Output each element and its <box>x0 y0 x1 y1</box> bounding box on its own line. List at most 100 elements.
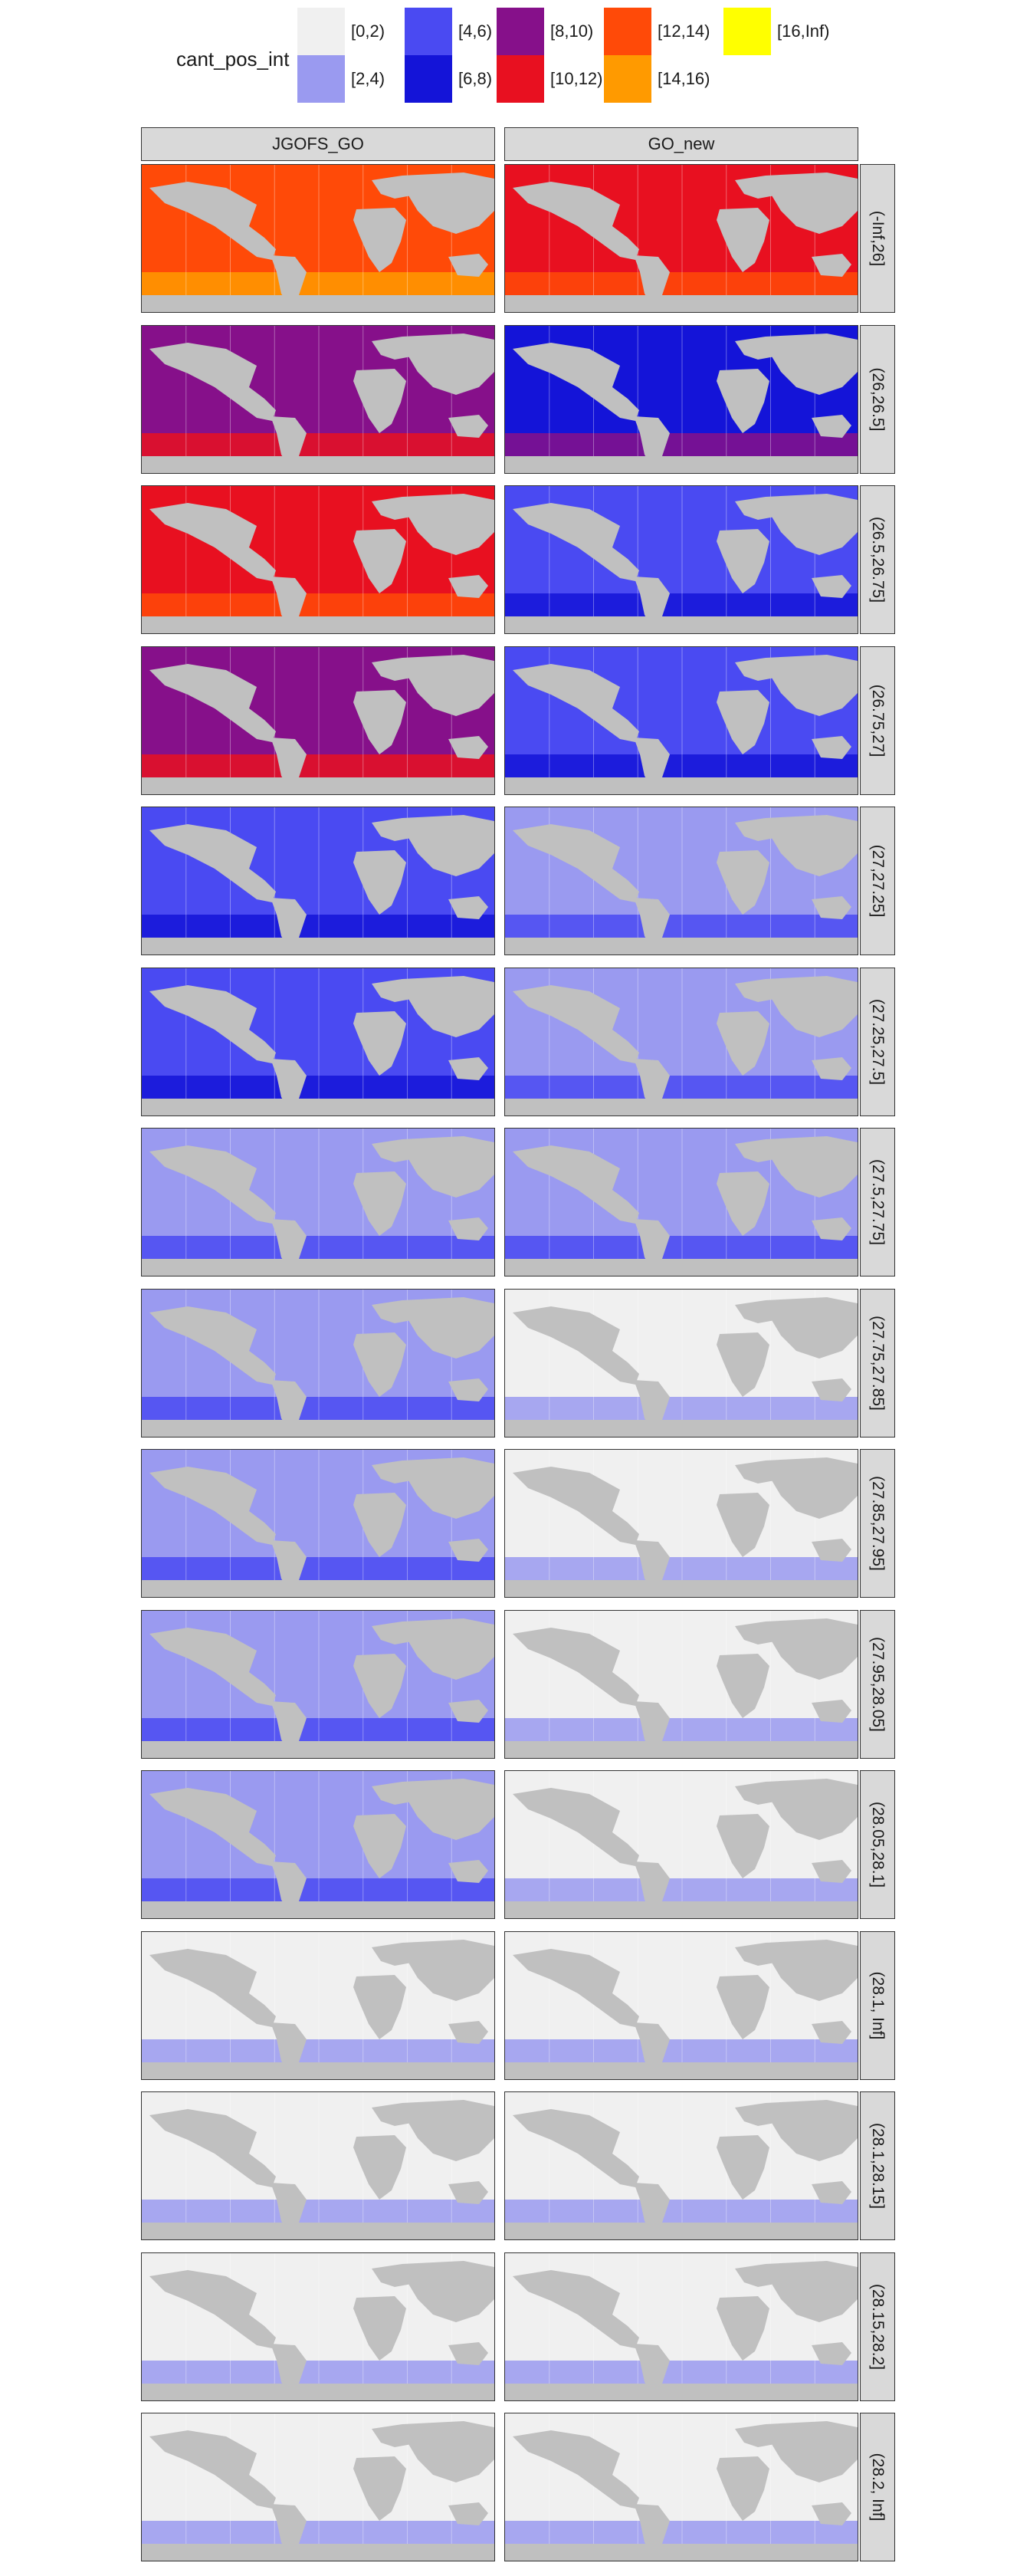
landmass <box>717 1332 769 1397</box>
southern-ocean-band <box>142 432 494 456</box>
landmass <box>505 1901 858 1918</box>
row-strip-label: (27.85,27.95] <box>869 1476 887 1571</box>
column-strip: GO_new <box>504 127 858 161</box>
landmass <box>513 2430 639 2509</box>
landmass <box>812 2020 851 2044</box>
row-strip-label: (26,26.5] <box>869 367 887 431</box>
landmass <box>812 1860 851 1883</box>
southern-ocean-band <box>142 2521 494 2544</box>
row-strip: (27.95,28.05] <box>860 1609 895 1759</box>
landmass <box>717 1493 769 1557</box>
landmass <box>149 1306 276 1385</box>
landmass <box>402 1136 494 1198</box>
southern-ocean-band <box>505 2200 858 2223</box>
landmass <box>812 575 851 598</box>
landmass <box>271 1540 307 1591</box>
ocean-map <box>505 165 858 312</box>
landmass <box>634 1219 670 1270</box>
southern-ocean-band <box>142 1878 494 1901</box>
landmass <box>634 1379 670 1431</box>
landmass <box>402 1939 494 2001</box>
legend-swatch <box>497 55 544 103</box>
southern-ocean-band <box>505 2521 858 2544</box>
landmass <box>448 1217 488 1240</box>
landmass <box>149 1627 276 1706</box>
landmass <box>149 824 276 902</box>
landmass <box>812 1699 851 1723</box>
legend-label: [2,4) <box>351 69 385 88</box>
landmass <box>402 2260 494 2322</box>
southern-ocean-band <box>505 754 858 777</box>
landmass <box>766 1296 858 1359</box>
landmass <box>766 1136 858 1198</box>
landmass <box>448 2341 488 2365</box>
landmass <box>149 1788 276 1866</box>
landmass <box>271 255 307 306</box>
landmass <box>717 1653 769 1718</box>
southern-ocean-band <box>505 915 858 938</box>
legend-label: [8,10) <box>550 21 594 41</box>
map-panel <box>141 485 495 634</box>
landmass <box>505 616 858 633</box>
ocean-map <box>505 1289 858 1437</box>
landmass <box>142 2223 494 2239</box>
landmass <box>812 1539 851 1562</box>
row-strip: (28.15,28.2] <box>860 2252 895 2401</box>
map-panel <box>504 1930 858 2080</box>
landmass <box>634 2504 670 2555</box>
map-panel <box>504 1128 858 1276</box>
landmass <box>271 577 307 627</box>
landmass <box>717 2456 769 2521</box>
landmass <box>717 2135 769 2200</box>
landmass <box>513 663 639 742</box>
landmass <box>448 1056 488 1080</box>
landmass <box>448 1378 488 1401</box>
landmass <box>149 1948 276 2027</box>
row-strip-label: (28.2, Inf] <box>869 2453 887 2522</box>
landmass <box>149 1145 276 1224</box>
landmass <box>448 896 488 919</box>
southern-ocean-band <box>505 1557 858 1580</box>
ocean-map <box>505 1129 858 1276</box>
row-strip: (26.75,27] <box>860 646 895 795</box>
southern-ocean-band <box>505 1236 858 1259</box>
ocean-map <box>505 1610 858 1758</box>
landmass <box>513 1788 639 1866</box>
landmass <box>634 2343 670 2394</box>
landmass <box>448 1860 488 1883</box>
landmass <box>353 2295 406 2361</box>
landmass <box>766 654 858 716</box>
landmass <box>505 295 858 312</box>
landmass <box>513 1627 639 1706</box>
legend-label: [16,Inf) <box>777 21 830 41</box>
landmass <box>717 368 769 433</box>
landmass <box>402 1779 494 1840</box>
ocean-map <box>142 486 494 633</box>
row-strip: (28.1, Inf] <box>860 1930 895 2080</box>
landmass <box>505 2223 858 2239</box>
ocean-map <box>142 1771 494 1918</box>
landmass <box>717 1010 769 1076</box>
landmass <box>634 2022 670 2073</box>
row-strip-label: (28.05,28.1] <box>869 1801 887 1888</box>
landmass <box>505 1740 858 1758</box>
landmass <box>766 1939 858 2001</box>
landmass <box>448 414 488 438</box>
legend-label: [12,14) <box>658 21 710 41</box>
landmass <box>149 984 276 1063</box>
landmass <box>448 2020 488 2044</box>
legend-swatch <box>604 55 651 103</box>
landmass <box>448 254 488 277</box>
landmass <box>271 2504 307 2555</box>
southern-ocean-band <box>505 1717 858 1741</box>
legend-swatch <box>405 8 452 55</box>
ocean-map <box>142 2252 494 2400</box>
map-panel <box>141 1609 495 1759</box>
map-panel <box>504 485 858 634</box>
landmass <box>717 689 769 754</box>
ocean-map <box>505 486 858 633</box>
landmass <box>505 1259 858 1276</box>
landmass <box>766 975 858 1037</box>
ocean-map <box>142 1129 494 1276</box>
map-panel <box>504 324 858 474</box>
